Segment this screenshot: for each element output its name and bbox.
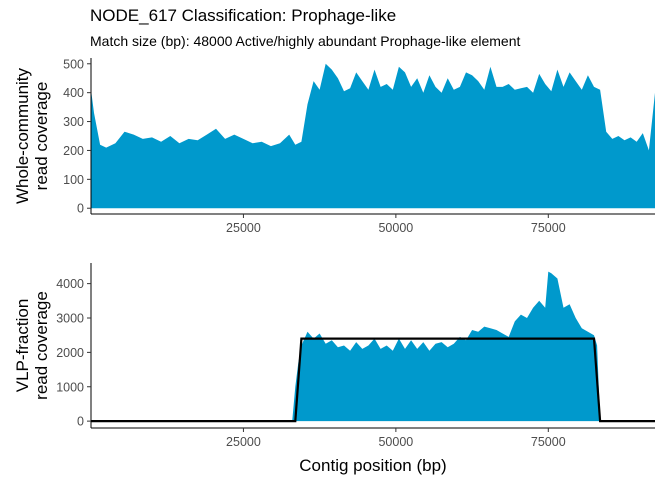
bottom-y-tick-label: 3000 xyxy=(56,312,84,326)
top-panel: 0 100 200 300 400 500 25000 50000 75000 Whole-com… xyxy=(13,57,655,235)
bottom-y-axis-title: VLP-fractionread coverage xyxy=(13,291,51,400)
bottom-x-tick-label: 25000 xyxy=(226,435,261,449)
top-y-axis-title-line: read coverage xyxy=(32,82,51,191)
bottom-coverage-area xyxy=(91,271,655,422)
chart-subtitle: Match size (bp): 48000 Active/highly abu… xyxy=(90,33,521,49)
bottom-y-tick-label: 4000 xyxy=(56,277,84,291)
top-x-tick-label: 75000 xyxy=(531,221,566,235)
top-x-tick-label: 50000 xyxy=(378,221,413,235)
bottom-fit-line xyxy=(91,337,655,423)
chart-title: NODE_617 Classification: Prophage-like xyxy=(90,6,397,25)
bottom-y-tick-label: 2000 xyxy=(56,346,84,360)
bottom-x-tick-label: 50000 xyxy=(378,435,413,449)
top-y-tick-label: 400 xyxy=(63,86,84,100)
bottom-y-axis-title-line: VLP-fraction xyxy=(13,299,32,393)
top-y-tick-label: 200 xyxy=(63,144,84,158)
top-y-tick-label: 100 xyxy=(63,173,84,187)
bottom-x-axis-title: Contig position (bp) xyxy=(299,456,446,475)
top-y-axis-title-line: Whole-community xyxy=(13,67,32,204)
top-y-tick-label: 300 xyxy=(63,115,84,129)
top-coverage-area xyxy=(91,63,655,209)
bottom-y-tick-label: 0 xyxy=(77,415,84,429)
top-y-tick-label: 500 xyxy=(63,57,84,71)
bottom-y-tick-label: 1000 xyxy=(56,380,84,394)
top-x-tick-label: 25000 xyxy=(226,221,261,235)
bottom-y-axis-title-line: read coverage xyxy=(32,291,51,400)
top-y-axis-title: Whole-communityread coverage xyxy=(13,67,51,204)
bottom-panel: 0 1000 2000 3000 4000 25000 50000 75000 VLP-frac… xyxy=(13,263,655,475)
bottom-x-tick-label: 75000 xyxy=(531,435,566,449)
top-y-tick-label: 0 xyxy=(77,202,84,216)
